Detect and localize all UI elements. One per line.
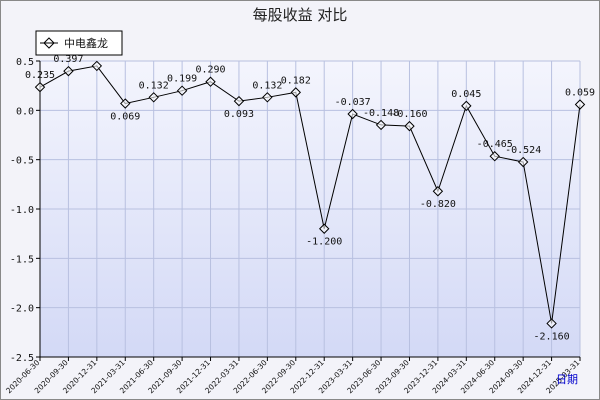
y-tick-label-0: 0.5 bbox=[16, 57, 34, 68]
y-tick-label-3: -1.0 bbox=[10, 205, 34, 216]
x-axis-unit-label: 日期 bbox=[556, 373, 578, 386]
data-point-9 bbox=[290, 87, 301, 98]
legend-label: 中电鑫龙 bbox=[64, 36, 108, 50]
data-labels: 0.2350.3970.0690.1320.1990.2900.0930.132… bbox=[25, 54, 595, 342]
data-label-18: -2.160 bbox=[534, 331, 570, 342]
data-point-18 bbox=[546, 318, 557, 329]
data-label-16: -0.465 bbox=[477, 139, 513, 150]
data-point-4 bbox=[148, 92, 159, 103]
data-label-1: 0.397 bbox=[53, 54, 83, 65]
y-tick-label-5: -2.0 bbox=[10, 304, 34, 315]
data-label-12: -0.148 bbox=[363, 108, 399, 119]
data-point-19 bbox=[574, 99, 586, 110]
data-point-11 bbox=[347, 108, 358, 120]
data-label-14: -0.820 bbox=[420, 199, 456, 210]
data-label-9: 0.182 bbox=[281, 75, 311, 86]
data-label-6: 0.290 bbox=[195, 65, 225, 76]
data-point-6 bbox=[205, 76, 216, 87]
data-point-0 bbox=[34, 81, 46, 93]
y-tick-label-1: 0.0 bbox=[16, 106, 34, 117]
series-layer bbox=[34, 60, 586, 329]
data-label-15: 0.045 bbox=[451, 89, 481, 100]
data-label-7: 0.093 bbox=[224, 109, 254, 120]
data-label-8: 0.132 bbox=[252, 80, 282, 91]
data-point-5 bbox=[176, 85, 188, 96]
data-label-13: -0.160 bbox=[391, 109, 427, 120]
x-axis-ticks: 2020-06-302020-09-302020-12-312021-03-31… bbox=[4, 357, 582, 395]
y-tick-label-4: -1.5 bbox=[10, 254, 34, 265]
legend: 中电鑫龙 bbox=[35, 30, 123, 56]
data-label-17: -0.524 bbox=[505, 145, 541, 156]
data-point-8 bbox=[262, 92, 273, 103]
series-line-0 bbox=[39, 65, 581, 324]
data-label-3: 0.069 bbox=[110, 112, 140, 123]
data-label-11: -0.037 bbox=[335, 97, 371, 108]
data-label-19: 0.059 bbox=[565, 88, 595, 99]
data-point-17 bbox=[517, 156, 529, 168]
data-point-13 bbox=[404, 120, 415, 132]
chart-title: 每股收益 对比 bbox=[253, 6, 348, 24]
data-point-16 bbox=[489, 151, 500, 162]
data-point-1 bbox=[63, 65, 74, 77]
legend-marker bbox=[43, 37, 55, 49]
data-label-10: -1.200 bbox=[306, 237, 342, 248]
data-label-4: 0.132 bbox=[139, 80, 169, 91]
data-point-10 bbox=[319, 223, 330, 234]
data-point-7 bbox=[233, 95, 245, 107]
y-axis-ticks: 0.5 0.0 -0.5 -1.0 -1.5 -2.0 -2.5 bbox=[10, 57, 40, 364]
data-point-3 bbox=[120, 98, 131, 109]
data-point-15 bbox=[461, 100, 472, 112]
data-point-14 bbox=[432, 186, 444, 197]
y-tick-label-6: -2.5 bbox=[10, 353, 34, 364]
data-point-12 bbox=[375, 119, 387, 131]
data-label-5: 0.199 bbox=[167, 74, 197, 85]
y-tick-label-2: -0.5 bbox=[10, 156, 34, 167]
data-label-0: 0.235 bbox=[25, 70, 55, 81]
data-point-2 bbox=[91, 60, 103, 72]
